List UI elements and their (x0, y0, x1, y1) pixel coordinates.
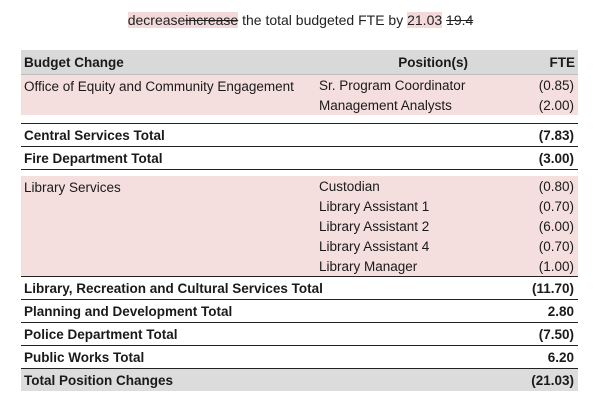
position-title: Custodian (319, 179, 380, 194)
position-row: Management Analysts (2.00) (319, 95, 578, 115)
header-fte: FTE (549, 55, 576, 70)
total-fte: 2.80 (547, 304, 574, 319)
total-label: Planning and Development Total (24, 304, 233, 319)
position-title: Library Assistant 1 (319, 199, 430, 214)
headline-new-value: 21.03 (407, 12, 443, 28)
header-positions: Position(s) (398, 55, 468, 70)
group-name: Office of Equity and Community Engagemen… (24, 79, 294, 94)
table-header-row: Budget Change Position(s) FTE (21, 50, 578, 75)
total-fte: (3.00) (538, 151, 574, 166)
fte-table: Budget Change Position(s) FTE Office of … (21, 50, 578, 391)
position-fte: (0.70) (538, 199, 574, 214)
total-fte: (21.03) (531, 373, 574, 388)
group-office-of-equity: Office of Equity and Community Engagemen… (21, 75, 578, 115)
total-fte: (7.50) (538, 327, 574, 342)
headline: decreaseincrease the total budgeted FTE … (0, 12, 601, 28)
position-row: Library Assistant 2 (6.00) (319, 216, 578, 236)
position-fte: (6.00) (538, 219, 574, 234)
total-label: Central Services Total (24, 128, 165, 143)
position-row: Sr. Program Coordinator (0.85) (319, 75, 578, 95)
header-budget-change: Budget Change (24, 55, 124, 70)
total-fte: (11.70) (531, 281, 574, 296)
position-row: Library Assistant 4 (0.70) (319, 236, 578, 256)
position-fte: (0.70) (538, 239, 574, 254)
position-row: Library Assistant 1 (0.70) (319, 196, 578, 216)
total-label: Fire Department Total (24, 151, 163, 166)
headline-deleted-word: increase (185, 12, 239, 28)
total-row-library-recreation: Library, Recreation and Cultural Service… (21, 276, 578, 300)
position-fte: (2.00) (538, 98, 574, 113)
position-fte: (0.85) (538, 78, 574, 93)
position-fte: (1.00) (538, 259, 574, 274)
total-label: Library, Recreation and Cultural Service… (24, 281, 323, 296)
position-title: Management Analysts (319, 98, 452, 113)
total-row-planning-development: Planning and Development Total 2.80 (21, 300, 578, 323)
position-title: Library Assistant 2 (319, 219, 430, 234)
position-title: Sr. Program Coordinator (319, 78, 466, 93)
spacer-row (21, 115, 578, 124)
group-library-services: Library Services Custodian (0.80) Librar… (21, 176, 578, 276)
total-label: Public Works Total (24, 350, 145, 365)
position-row: Library Manager (1.00) (319, 256, 578, 276)
total-fte: 6.20 (547, 350, 574, 365)
total-row-police-department: Police Department Total (7.50) (21, 323, 578, 346)
total-label: Police Department Total (24, 327, 178, 342)
group-name: Library Services (24, 180, 121, 195)
total-row-position-changes: Total Position Changes (21.03) (21, 369, 578, 391)
headline-inserted-word: decrease (127, 12, 186, 28)
total-fte: (7.83) (538, 128, 574, 143)
headline-old-value: 19.4 (446, 12, 474, 28)
headline-text: the total budgeted FTE by (238, 12, 408, 28)
total-row-public-works: Public Works Total 6.20 (21, 346, 578, 369)
total-row-fire-department: Fire Department Total (3.00) (21, 147, 578, 170)
position-fte: (0.80) (538, 179, 574, 194)
position-title: Library Manager (319, 259, 418, 274)
position-title: Library Assistant 4 (319, 239, 430, 254)
total-row-central-services: Central Services Total (7.83) (21, 124, 578, 147)
position-row: Custodian (0.80) (319, 176, 578, 196)
total-label: Total Position Changes (24, 373, 174, 388)
